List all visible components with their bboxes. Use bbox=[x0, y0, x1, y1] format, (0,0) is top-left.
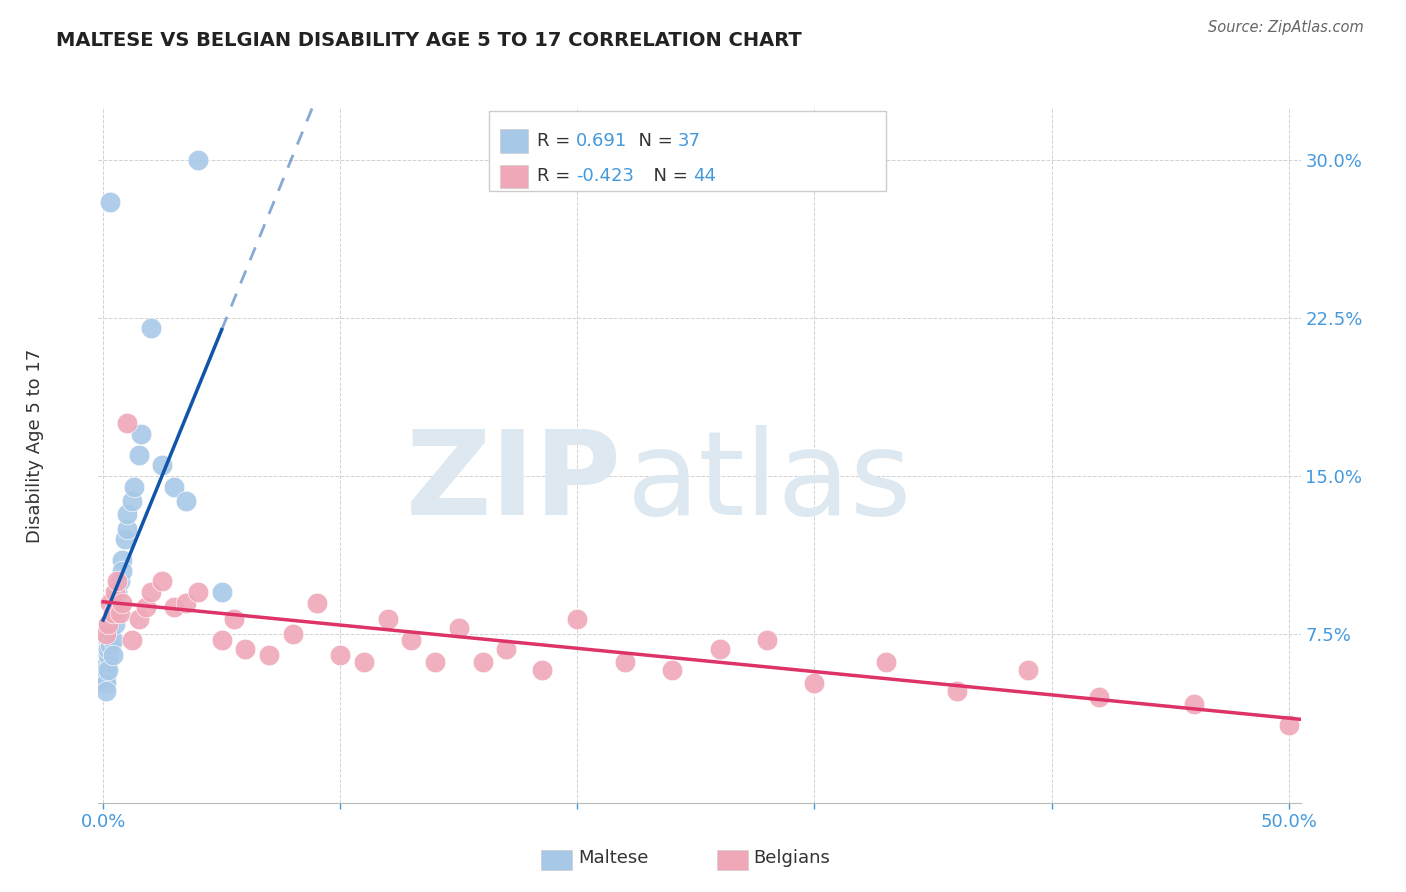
Point bbox=[101, 606, 124, 620]
Point bbox=[567, 612, 589, 626]
Text: 44: 44 bbox=[693, 167, 716, 186]
Point bbox=[97, 641, 120, 656]
Point bbox=[353, 655, 375, 669]
Point bbox=[97, 616, 120, 631]
Point bbox=[495, 641, 517, 656]
Text: N =: N = bbox=[643, 167, 695, 186]
Point bbox=[187, 585, 209, 599]
Point bbox=[128, 448, 150, 462]
Point bbox=[97, 663, 120, 677]
Point bbox=[98, 638, 121, 652]
Point bbox=[401, 633, 423, 648]
Text: 0.691: 0.691 bbox=[576, 132, 627, 150]
Text: atlas: atlas bbox=[627, 425, 912, 541]
Point bbox=[377, 612, 399, 626]
Point bbox=[613, 655, 636, 669]
Point bbox=[235, 641, 257, 656]
Point bbox=[305, 595, 328, 609]
Point bbox=[187, 153, 209, 167]
Point bbox=[128, 612, 150, 626]
Point bbox=[105, 574, 128, 589]
Point bbox=[101, 633, 124, 648]
Text: MALTESE VS BELGIAN DISABILITY AGE 5 TO 17 CORRELATION CHART: MALTESE VS BELGIAN DISABILITY AGE 5 TO 1… bbox=[56, 31, 801, 50]
Point bbox=[94, 663, 117, 677]
Point bbox=[1017, 663, 1039, 677]
Point bbox=[98, 627, 121, 641]
Text: Belgians: Belgians bbox=[754, 849, 831, 867]
Point bbox=[211, 633, 233, 648]
Point bbox=[111, 564, 134, 578]
Point bbox=[129, 426, 152, 441]
Text: 37: 37 bbox=[678, 132, 700, 150]
Text: -0.423: -0.423 bbox=[576, 167, 634, 186]
Point bbox=[756, 633, 779, 648]
Point bbox=[122, 479, 145, 493]
Point bbox=[101, 606, 124, 620]
Point bbox=[111, 595, 134, 609]
Point bbox=[115, 507, 138, 521]
Point bbox=[875, 655, 897, 669]
Point bbox=[97, 648, 120, 663]
Point bbox=[104, 585, 127, 599]
Point bbox=[423, 655, 446, 669]
Point bbox=[139, 585, 162, 599]
Point bbox=[121, 633, 143, 648]
Point bbox=[98, 616, 121, 631]
Point bbox=[163, 479, 186, 493]
Point bbox=[945, 684, 967, 698]
Point bbox=[211, 585, 233, 599]
Point bbox=[174, 595, 197, 609]
Point bbox=[97, 633, 120, 648]
Text: N =: N = bbox=[627, 132, 679, 150]
Point bbox=[530, 663, 553, 677]
Point bbox=[97, 638, 120, 652]
Point bbox=[94, 684, 117, 698]
Point bbox=[1088, 690, 1111, 705]
Point bbox=[104, 599, 127, 614]
Text: Source: ZipAtlas.com: Source: ZipAtlas.com bbox=[1208, 20, 1364, 35]
Point bbox=[139, 321, 162, 335]
Point bbox=[115, 522, 138, 536]
Point bbox=[98, 595, 121, 609]
Text: R =: R = bbox=[537, 132, 576, 150]
Point bbox=[108, 574, 131, 589]
Point bbox=[108, 606, 131, 620]
Point bbox=[174, 494, 197, 508]
Point bbox=[115, 417, 138, 431]
Point bbox=[1278, 718, 1301, 732]
Point bbox=[111, 553, 134, 567]
Text: R =: R = bbox=[537, 167, 576, 186]
Point bbox=[94, 658, 117, 673]
Point bbox=[281, 627, 304, 641]
Point bbox=[163, 599, 186, 614]
Point bbox=[152, 574, 174, 589]
Point bbox=[661, 663, 683, 677]
Text: Disability Age 5 to 17: Disability Age 5 to 17 bbox=[27, 349, 44, 543]
Point bbox=[135, 599, 157, 614]
Point bbox=[101, 648, 124, 663]
Point bbox=[105, 606, 128, 620]
Point bbox=[121, 494, 143, 508]
Point bbox=[98, 194, 121, 209]
Point bbox=[114, 533, 136, 547]
Point bbox=[471, 655, 494, 669]
Point bbox=[803, 675, 825, 690]
Text: Maltese: Maltese bbox=[578, 849, 648, 867]
Point bbox=[329, 648, 352, 663]
Point bbox=[709, 641, 731, 656]
Point bbox=[447, 621, 470, 635]
Point bbox=[94, 627, 117, 641]
Point bbox=[104, 616, 127, 631]
Point bbox=[94, 669, 117, 683]
Point bbox=[257, 648, 280, 663]
Point bbox=[1182, 697, 1205, 711]
Text: ZIP: ZIP bbox=[405, 425, 621, 541]
Point bbox=[222, 612, 245, 626]
Point bbox=[105, 585, 128, 599]
Point bbox=[152, 458, 174, 473]
Point bbox=[94, 675, 117, 690]
